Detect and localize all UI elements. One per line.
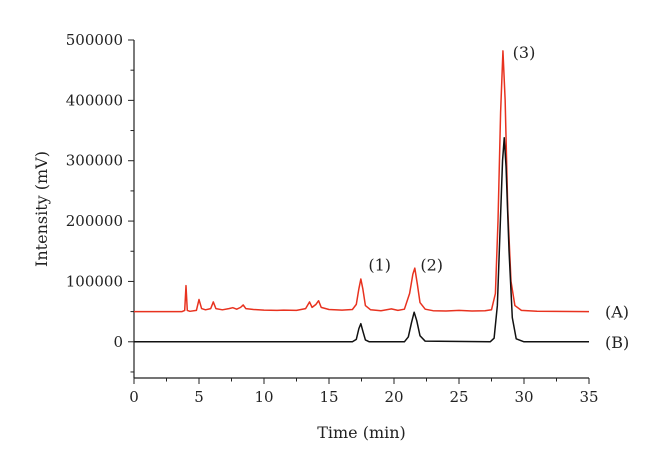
series-label: (B)	[605, 333, 629, 352]
peak-label: (3)	[513, 43, 536, 62]
peak-label: (2)	[420, 256, 443, 275]
series-label: (A)	[605, 303, 629, 322]
y-tick-label: 200000	[66, 212, 123, 230]
x-axis-title: Time (min)	[317, 423, 406, 442]
x-tick-label: 15	[319, 388, 338, 406]
y-tick-label: 0	[113, 333, 123, 351]
series-line	[134, 137, 589, 343]
x-tick-label: 10	[254, 388, 273, 406]
y-tick-label: 400000	[66, 91, 123, 109]
y-tick-label: 100000	[66, 272, 123, 290]
x-tick-label: 5	[194, 388, 204, 406]
x-tick-label: 30	[514, 388, 533, 406]
y-tick-label: 300000	[66, 152, 123, 170]
x-ticks: 0 5 10 15 20 25 30 35	[129, 378, 599, 406]
x-tick-label: 0	[129, 388, 139, 406]
series-line	[134, 50, 590, 313]
peak-label: (1)	[368, 256, 391, 275]
x-tick-label: 20	[384, 388, 403, 406]
x-tick-label: 25	[449, 388, 468, 406]
peak-annotations: (1) (2) (3)	[368, 43, 535, 274]
y-ticks: 0 100000 200000 300000 400000 500000	[66, 31, 134, 373]
y-axis-title: Intensity (mV)	[32, 151, 51, 267]
y-tick-label: 500000	[66, 31, 123, 49]
series-group: (A) (B)	[134, 50, 629, 352]
x-tick-label: 35	[579, 388, 598, 406]
